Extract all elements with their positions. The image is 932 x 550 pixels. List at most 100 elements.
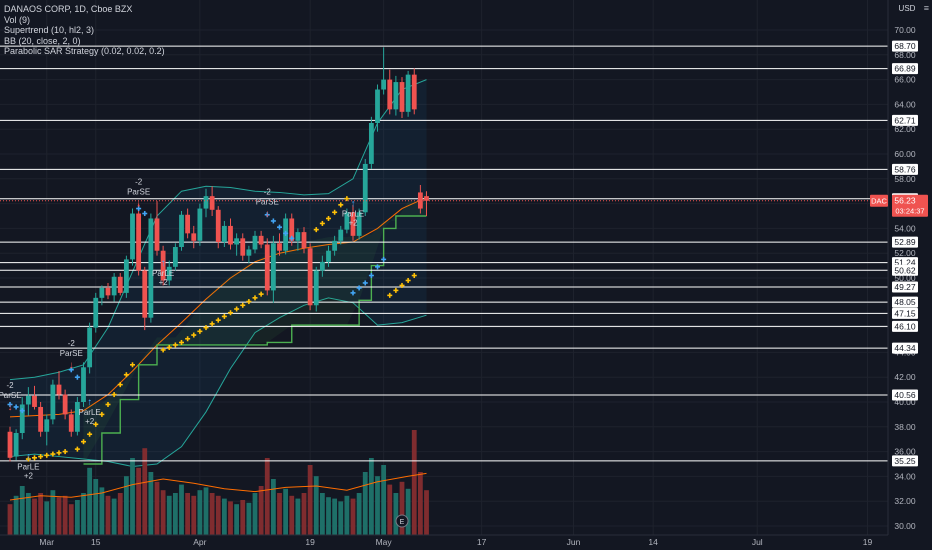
volume-bar — [362, 472, 368, 535]
candle-body — [123, 259, 129, 293]
horizontal-levels[interactable] — [0, 45, 888, 462]
legend-parabolic-sar[interactable]: Parabolic SAR Strategy (0.02, 0.02, 0.2) — [4, 46, 165, 56]
time-tick-label: 14 — [648, 537, 658, 547]
volume-bar — [142, 448, 148, 535]
volume-bar — [148, 472, 154, 535]
candle-body — [411, 74, 417, 110]
candle-body — [313, 270, 319, 306]
level-price-label: 40.56 — [894, 390, 916, 400]
volume-bar — [270, 479, 276, 535]
volume-bar — [19, 486, 25, 535]
price-tick-label: 32.00 — [894, 496, 916, 506]
tune-icon[interactable]: ≡ — [923, 3, 929, 13]
time-axis-background — [0, 535, 932, 550]
legend-bollinger[interactable]: BB (20, close, 2, 0) — [4, 35, 81, 46]
signal-qty-label: +2 — [85, 417, 95, 426]
volume-bar — [228, 501, 233, 535]
level-price-label: 44.34 — [894, 343, 916, 353]
volume-average-line — [9, 472, 427, 501]
signal-name-label: ParLE — [342, 210, 364, 219]
volume-bar — [197, 490, 203, 535]
ticker-tag — [870, 194, 888, 207]
volume-bar — [25, 493, 31, 535]
indicator-legend[interactable]: DANAOS CORP, 1D, Cboe BZX Vol (9) Supert… — [4, 4, 165, 57]
time-axis[interactable]: Mar15Apr19May17Jun14Jul19Aug — [0, 534, 932, 550]
candle-body — [215, 209, 221, 243]
volume-bar — [203, 487, 209, 535]
candle-body — [142, 270, 148, 318]
symbol-title[interactable]: DANAOS CORP, 1D, Cboe BZX — [4, 4, 133, 14]
signal-short-arrow: ↓ — [8, 402, 13, 413]
price-tick-label: 42.00 — [894, 372, 916, 382]
volume-bar — [258, 486, 264, 535]
level-price-label: 48.05 — [894, 297, 916, 307]
volume-bar — [215, 495, 221, 535]
candle-body — [179, 214, 184, 247]
volume-bar — [289, 495, 295, 535]
signal-long-arrow: ↑ — [351, 199, 356, 210]
volume-bar — [405, 488, 411, 535]
volume-bar — [387, 484, 393, 535]
level-price-label: 68.70 — [894, 41, 916, 51]
volume-bar — [160, 490, 166, 535]
volume-bar — [68, 504, 74, 535]
candle-body — [56, 384, 62, 395]
candle-body — [87, 327, 93, 368]
candle-body — [81, 367, 86, 402]
candle-body — [148, 218, 154, 318]
price-tick-label: 38.00 — [894, 422, 916, 432]
ticker-tag-label: DAC — [871, 197, 887, 206]
candle-body — [277, 243, 282, 251]
price-tick-label: 70.00 — [894, 25, 916, 35]
time-tick-label: Jun — [567, 537, 581, 547]
volume-bar — [130, 458, 135, 535]
volume-bar — [56, 497, 62, 535]
volume-bar — [344, 495, 350, 535]
signal-short-arrow: ↓ — [265, 209, 270, 220]
signal-name-label: ParLE — [152, 269, 174, 278]
currency-label: USD — [898, 4, 916, 13]
candle-body — [13, 433, 19, 457]
volume-bar — [332, 498, 338, 535]
volume-bar — [111, 498, 117, 535]
earnings-marker-label: E — [400, 519, 405, 526]
candle-body — [424, 196, 429, 201]
volume-bar — [136, 467, 142, 535]
legend-supertrend[interactable]: Supertrend (10, hl2, 3) — [4, 25, 95, 35]
candle-body — [399, 82, 405, 112]
volume-bar — [185, 493, 191, 535]
candle-body — [350, 212, 356, 236]
candle-body — [344, 212, 350, 230]
price-axis[interactable]: 70.0068.0066.0064.0062.0060.0058.0056.00… — [887, 0, 932, 550]
grid — [0, 0, 888, 535]
candle-body — [203, 196, 209, 209]
signal-long-arrow: ↑ — [87, 397, 92, 408]
price-tick-label: 62.00 — [894, 124, 916, 134]
level-price-label: 49.27 — [894, 282, 916, 292]
level-price-tag — [892, 114, 918, 126]
volume-bar — [301, 493, 307, 535]
last-price-label: 56.23 — [894, 196, 916, 206]
supertrend-line — [83, 215, 427, 465]
candle-body — [105, 287, 111, 296]
signal-short-arrow: ↓ — [136, 199, 141, 210]
candle-body — [221, 225, 227, 243]
level-price-label: 35.25 — [894, 456, 916, 466]
price-tick-label: 52.00 — [894, 248, 916, 258]
signal-name-label: ParSE — [256, 198, 279, 207]
parabolic-sar — [7, 196, 417, 462]
volume-bar — [44, 501, 50, 535]
candle-body — [258, 235, 264, 245]
volume-bar — [105, 495, 111, 535]
volume-bars — [7, 430, 429, 535]
level-price-tag — [892, 236, 918, 248]
volume-bar — [7, 504, 13, 535]
candle-body — [375, 89, 380, 123]
legend-volume[interactable]: Vol (9) — [4, 14, 31, 25]
volume-bar — [179, 484, 184, 535]
volume-bar — [252, 493, 258, 535]
volume-bar — [424, 490, 429, 535]
candle-body — [130, 213, 135, 260]
